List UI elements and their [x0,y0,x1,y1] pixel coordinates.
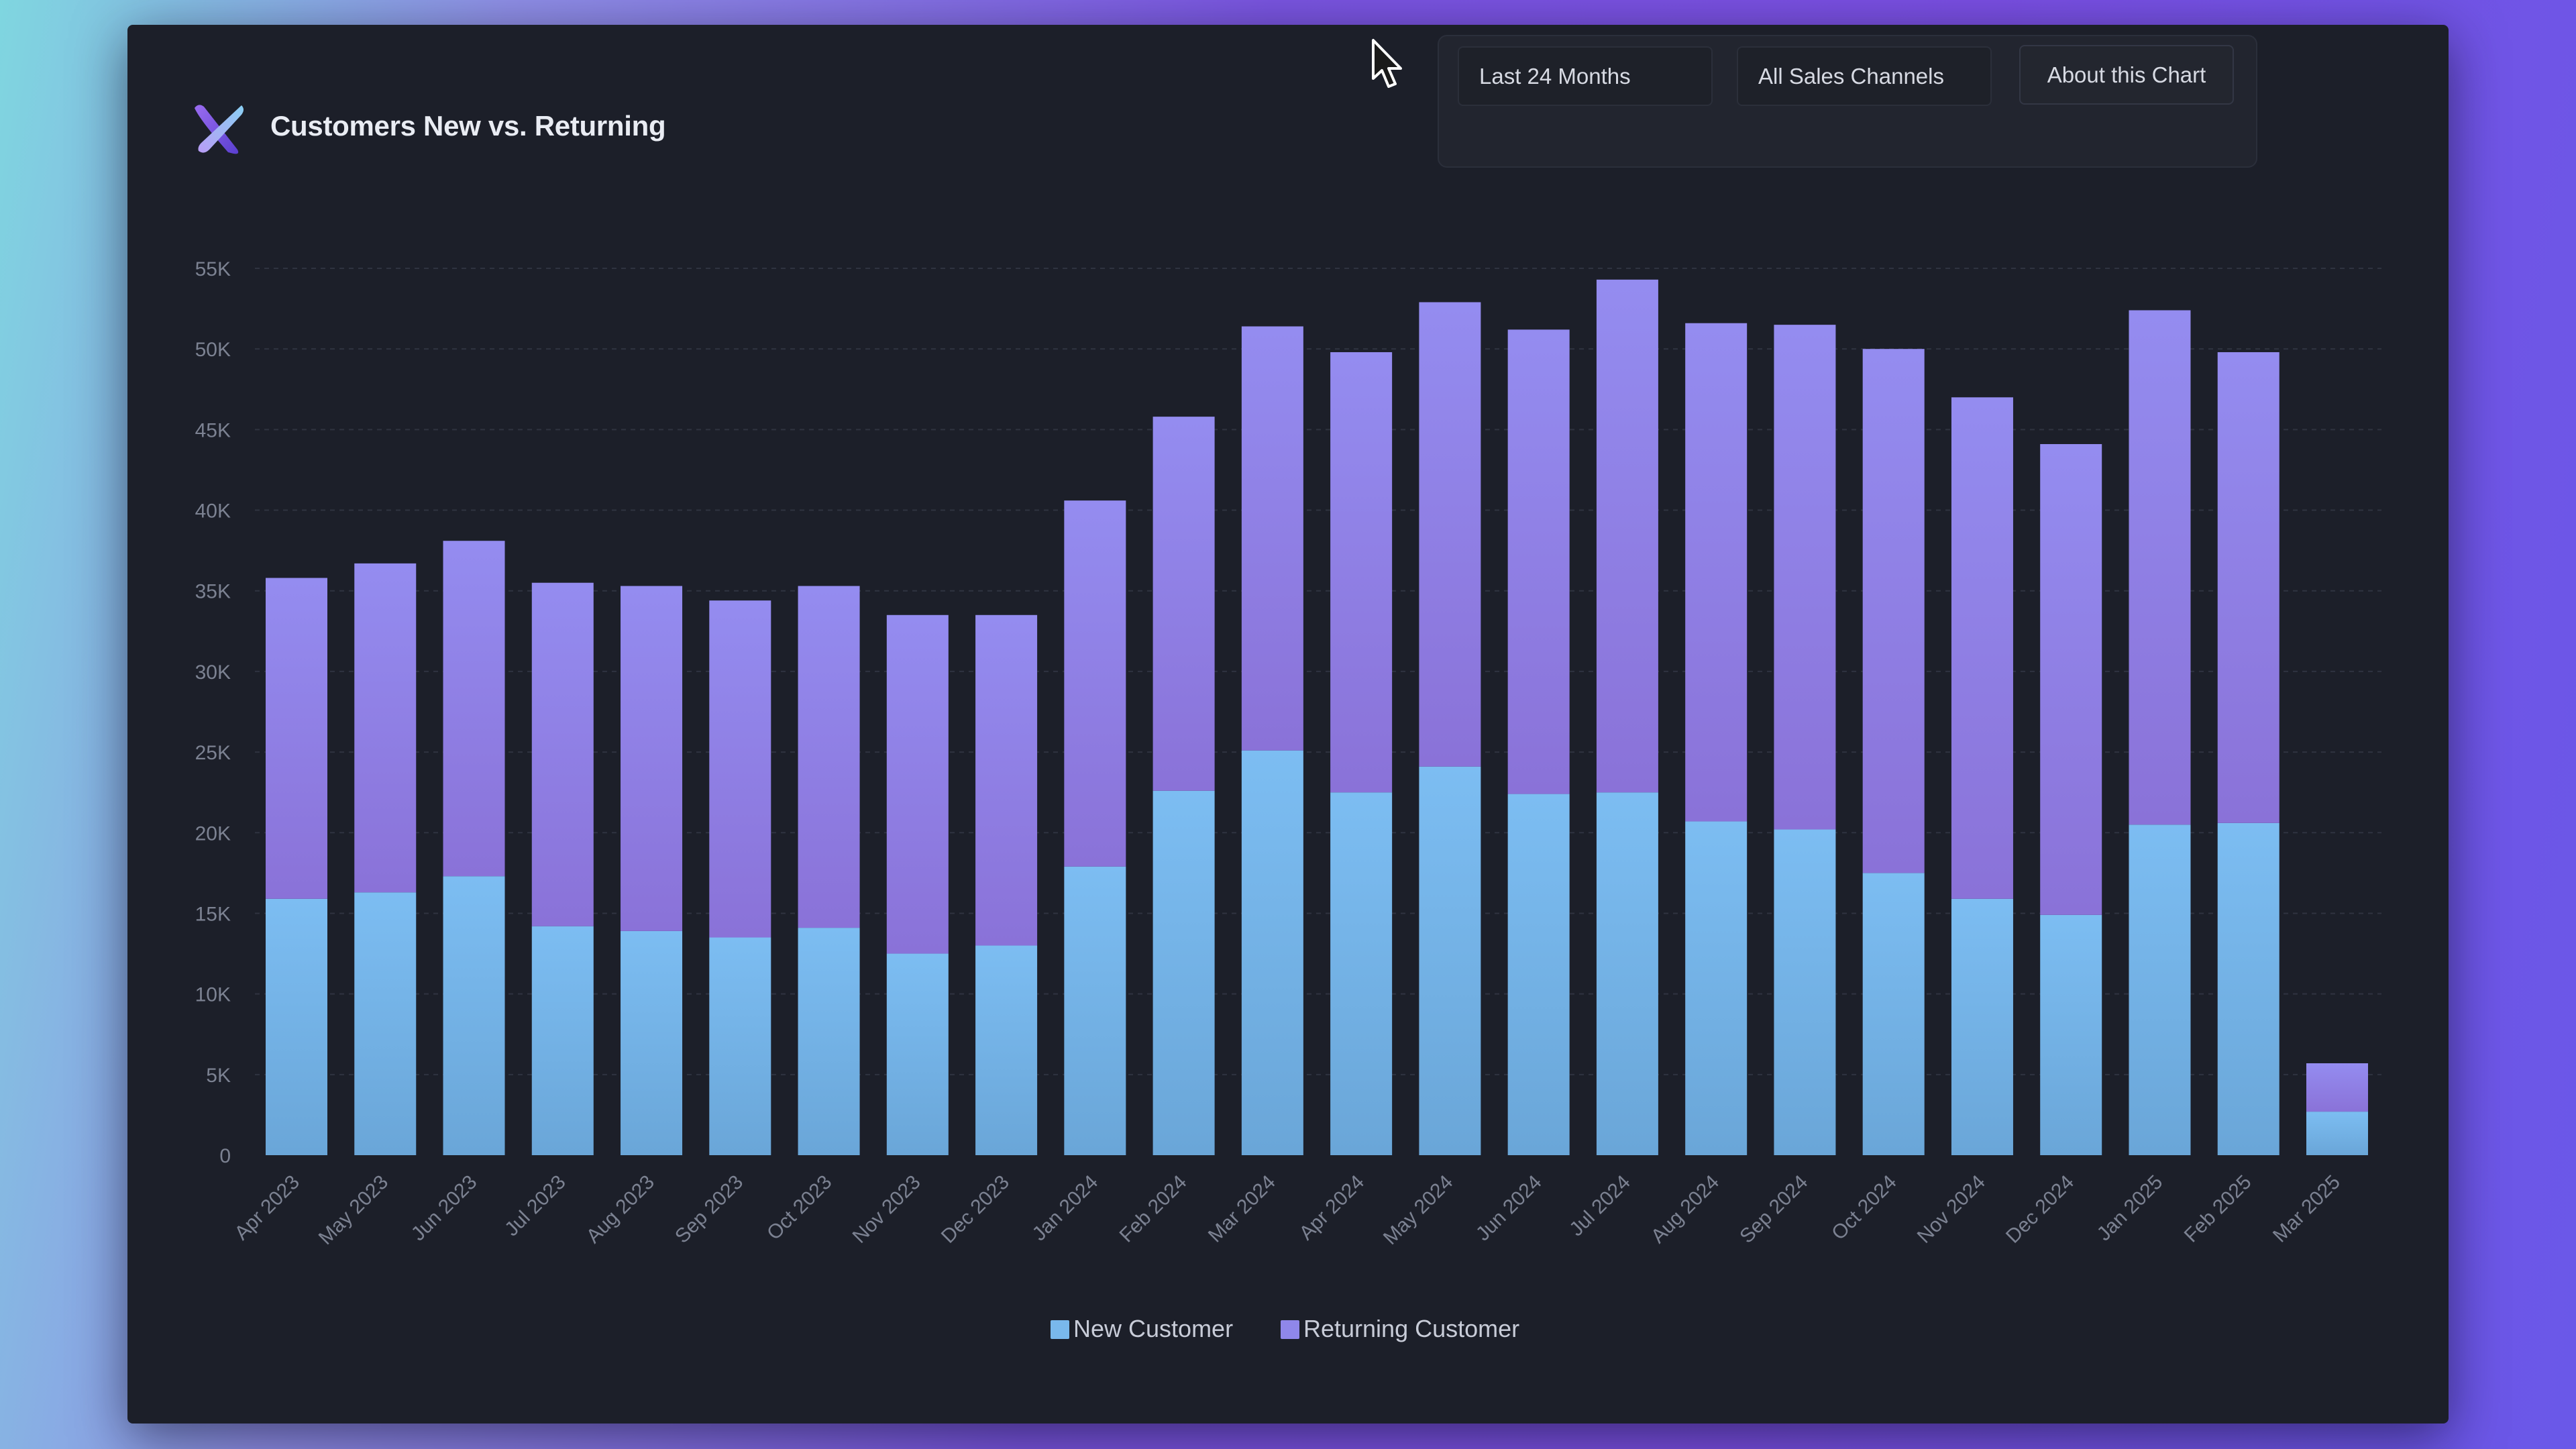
x-tick-label: Apr 2023 [231,1171,304,1244]
y-tick-label: 25K [195,742,231,764]
bar-returning-customer[interactable] [2129,310,2191,825]
x-tick-label: Jun 2024 [1472,1171,1546,1246]
date-range-select[interactable]: Last 24 Months [1458,46,1713,106]
x-tick-label: Jan 2024 [1028,1171,1103,1246]
bar-new-customer[interactable] [1330,792,1393,1155]
bar-new-customer[interactable] [531,926,594,1155]
legend-label-new: New Customer [1073,1315,1234,1342]
bar-returning-customer[interactable] [621,586,683,931]
x-tick-label: May 2023 [315,1171,392,1249]
bar-returning-customer[interactable] [975,614,1038,946]
bar-new-customer[interactable] [886,953,949,1155]
bar-new-customer[interactable] [1774,829,1836,1155]
bar-new-customer[interactable] [975,945,1038,1155]
x-tick-label: Apr 2024 [1295,1171,1368,1244]
y-tick-label: 10K [195,984,231,1006]
y-tick-label: 55K [195,258,231,280]
x-tick-label: Aug 2023 [582,1171,659,1248]
bar-new-customer[interactable] [1685,821,1748,1155]
y-tick-label: 35K [195,581,231,603]
x-tick-label: Jul 2024 [1565,1171,1635,1241]
x-tick-label: Jul 2023 [500,1171,570,1241]
bar-new-customer[interactable] [1596,792,1658,1155]
bar-returning-customer[interactable] [1862,349,1925,873]
y-tick-label: 30K [195,661,231,684]
x-logo-icon [195,105,244,154]
bar-returning-customer[interactable] [2217,352,2279,823]
bar-new-customer[interactable] [2129,824,2191,1155]
legend-swatch-new [1051,1320,1069,1339]
sales-channel-select[interactable]: All Sales Channels [1737,46,1992,106]
bar-new-customer[interactable] [1951,898,2013,1155]
bar-new-customer[interactable] [1507,794,1570,1155]
y-tick-label: 50K [195,339,231,361]
bar-new-customer[interactable] [1862,873,1925,1155]
y-tick-label: 45K [195,419,231,441]
y-tick-label: 40K [195,500,231,523]
bar-new-customer[interactable] [354,892,417,1155]
y-tick-label: 0 [219,1145,231,1167]
bar-returning-customer[interactable] [266,578,327,899]
legend-label-returning: Returning Customer [1303,1315,1520,1342]
bar-new-customer[interactable] [1241,750,1303,1155]
bar-returning-customer[interactable] [531,582,594,926]
bar-returning-customer[interactable] [1774,325,1836,830]
about-chart-button[interactable]: About this Chart [2019,45,2234,105]
bar-new-customer[interactable] [2040,914,2102,1155]
y-tick-label: 20K [195,822,231,845]
x-tick-label: May 2024 [1379,1171,1457,1249]
x-tick-label: Nov 2024 [1913,1171,1990,1248]
chart-legend: New Customer Returning Customer [0,1305,2576,1345]
bar-returning-customer[interactable] [1064,500,1126,867]
bar-returning-customer[interactable] [1685,323,1748,822]
bar-returning-customer[interactable] [1507,329,1570,794]
bar-new-customer[interactable] [1419,766,1481,1155]
x-tick-label: Jan 2025 [2093,1171,2167,1246]
bar-returning-customer[interactable] [1330,352,1393,793]
bar-returning-customer[interactable] [1241,326,1303,751]
chart-title: Customers New vs. Returning [270,110,666,142]
x-tick-label: Aug 2024 [1647,1171,1723,1248]
bar-returning-customer[interactable] [886,614,949,954]
bar-new-customer[interactable] [798,928,860,1155]
bar-new-customer[interactable] [2217,822,2279,1155]
bar-new-customer[interactable] [443,876,505,1155]
bar-returning-customer[interactable] [2040,443,2102,915]
bar-new-customer[interactable] [621,930,683,1155]
bar-new-customer[interactable] [709,937,771,1155]
bar-returning-customer[interactable] [798,586,860,928]
x-tick-label: Mar 2025 [2269,1171,2345,1247]
bar-new-customer[interactable] [1064,866,1126,1155]
legend-new-customer[interactable]: New Customer [1051,1305,1233,1353]
bar-returning-customer[interactable] [709,600,771,938]
bar-new-customer[interactable] [2306,1112,2368,1155]
x-tick-label: Feb 2024 [1116,1171,1191,1247]
y-tick-label: 5K [206,1065,231,1087]
bar-new-customer[interactable] [1152,790,1215,1155]
legend-swatch-returning [1281,1320,1299,1339]
x-tick-label: Oct 2024 [1827,1171,1900,1244]
bar-returning-customer[interactable] [1951,397,2013,899]
y-tick-label: 15K [195,903,231,925]
bar-returning-customer[interactable] [1152,417,1215,791]
bar-returning-customer[interactable] [354,563,417,893]
x-tick-label: Feb 2025 [2180,1171,2256,1247]
x-tick-label: Mar 2024 [1204,1171,1280,1247]
bar-returning-customer[interactable] [1419,302,1481,767]
bar-new-customer[interactable] [266,898,327,1155]
x-tick-label: Nov 2023 [849,1171,925,1248]
x-tick-label: Dec 2023 [937,1171,1014,1248]
x-tick-label: Sep 2023 [671,1171,747,1248]
bar-returning-customer[interactable] [443,541,505,877]
bar-returning-customer[interactable] [2306,1063,2368,1112]
bar-returning-customer[interactable] [1596,279,1658,793]
x-tick-label: Jun 2023 [407,1171,482,1246]
x-tick-label: Dec 2024 [2002,1171,2078,1248]
mouse-cursor-icon [1372,39,1402,88]
x-tick-label: Sep 2024 [1735,1171,1812,1248]
legend-returning-customer[interactable]: Returning Customer [1281,1305,1519,1353]
x-tick-label: Oct 2023 [763,1171,836,1244]
